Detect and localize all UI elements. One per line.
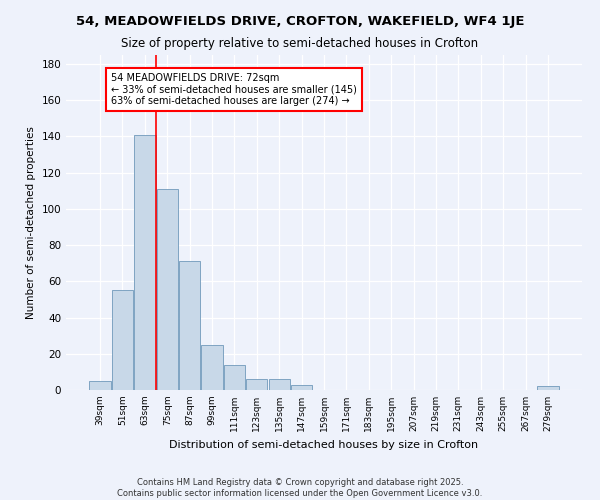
Text: 54, MEADOWFIELDS DRIVE, CROFTON, WAKEFIELD, WF4 1JE: 54, MEADOWFIELDS DRIVE, CROFTON, WAKEFIE… (76, 15, 524, 28)
Text: Size of property relative to semi-detached houses in Crofton: Size of property relative to semi-detach… (121, 38, 479, 51)
Text: Contains HM Land Registry data © Crown copyright and database right 2025.
Contai: Contains HM Land Registry data © Crown c… (118, 478, 482, 498)
Bar (246, 379, 268, 390)
Bar (291, 384, 312, 390)
Bar (157, 189, 178, 390)
Bar (224, 364, 245, 390)
Bar (134, 134, 155, 390)
Y-axis label: Number of semi-detached properties: Number of semi-detached properties (26, 126, 36, 319)
Bar (269, 379, 290, 390)
Bar (179, 262, 200, 390)
Bar (89, 381, 111, 390)
Bar (537, 386, 559, 390)
X-axis label: Distribution of semi-detached houses by size in Crofton: Distribution of semi-detached houses by … (169, 440, 479, 450)
Bar (202, 344, 223, 390)
Bar (112, 290, 133, 390)
Text: 54 MEADOWFIELDS DRIVE: 72sqm
← 33% of semi-detached houses are smaller (145)
63%: 54 MEADOWFIELDS DRIVE: 72sqm ← 33% of se… (111, 73, 357, 106)
